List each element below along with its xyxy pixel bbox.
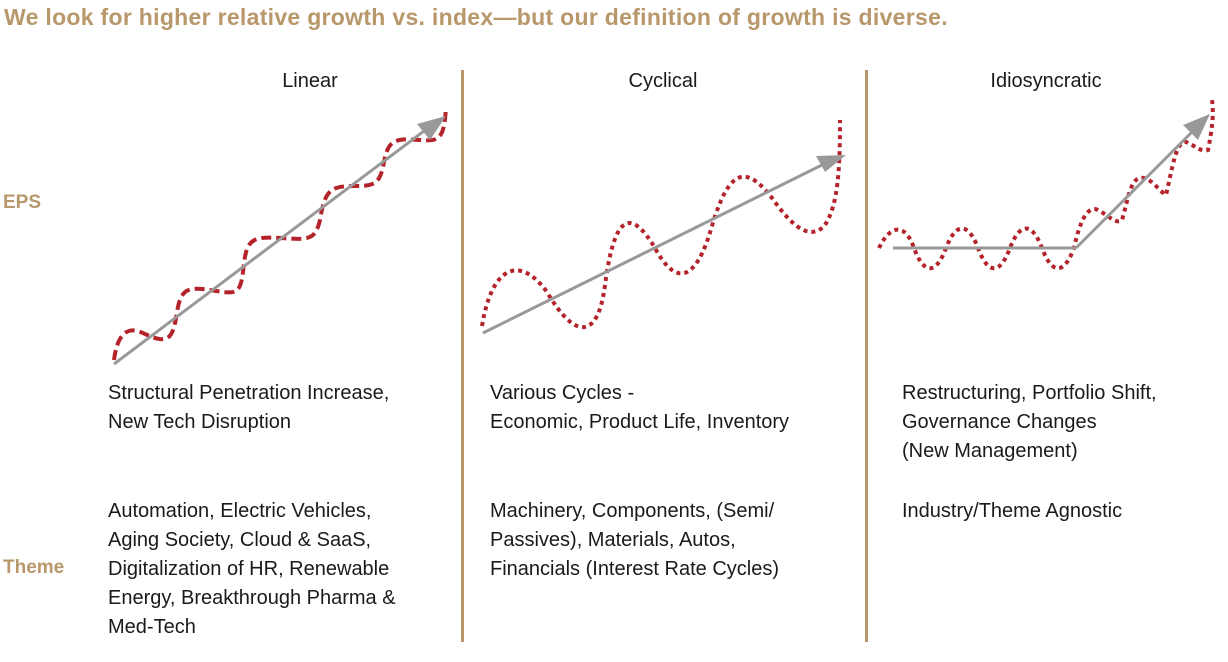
column-heading-idiosyncratic: Idiosyncratic xyxy=(990,70,1102,92)
column-heading-linear: Linear xyxy=(282,70,338,92)
idiosyncratic-themes: Industry/Theme Agnostic xyxy=(902,497,1122,526)
page-title: We look for higher relative growth vs. i… xyxy=(4,4,948,30)
row-label-theme: Theme xyxy=(3,557,65,578)
cyclical-driver-line: Various Cycles - xyxy=(490,382,635,404)
idiosyncratic-diagram xyxy=(877,99,1215,270)
cyclical-themes: Machinery, Components, (Semi/ Passives),… xyxy=(490,497,779,584)
cyclical-theme-line: Machinery, Components, (Semi/ xyxy=(490,500,775,522)
cyclical-theme-line: Passives), Materials, Autos, xyxy=(490,529,736,551)
linear-theme-line: Automation, Electric Vehicles, xyxy=(108,500,372,522)
cyclical-trend-arrowhead xyxy=(816,155,846,172)
idiosyncratic-theme-line: Industry/Theme Agnostic xyxy=(902,500,1123,522)
linear-theme-line: Aging Society, Cloud & SaaS, xyxy=(108,529,372,551)
linear-eps-curve xyxy=(112,107,448,361)
idiosyncratic-trend-arrowhead xyxy=(1183,114,1210,140)
linear-theme-line: Digitalization of HR, Renewable xyxy=(108,558,390,580)
linear-themes: Automation, Electric Vehicles, Aging Soc… xyxy=(108,497,396,642)
cyclical-diagram xyxy=(480,119,846,335)
column-divider xyxy=(865,70,868,642)
cyclical-driver-line: Economic, Product Life, Inventory xyxy=(490,411,790,433)
column-divider xyxy=(461,70,464,642)
linear-driver-line: Structural Penetration Increase, xyxy=(108,382,390,404)
cyclical-trend-line xyxy=(482,161,827,335)
cyclical-drivers: Various Cycles - Economic, Product Life,… xyxy=(490,379,789,437)
idiosyncratic-driver-line: Governance Changes xyxy=(902,411,1097,433)
idiosyncratic-drivers: Restructuring, Portfolio Shift, Governan… xyxy=(902,379,1157,466)
linear-trend-line xyxy=(113,126,429,366)
linear-drivers: Structural Penetration Increase, New Tec… xyxy=(108,379,389,437)
idiosyncratic-trend-line xyxy=(1074,128,1196,250)
linear-theme-line: Med-Tech xyxy=(108,616,196,638)
idiosyncratic-driver-line: Restructuring, Portfolio Shift, xyxy=(902,382,1157,404)
idiosyncratic-driver-line: (New Management) xyxy=(902,440,1078,462)
linear-driver-line: New Tech Disruption xyxy=(108,411,292,433)
column-heading-cyclical: Cyclical xyxy=(628,70,698,92)
linear-diagram xyxy=(112,107,448,366)
cyclical-theme-line: Financials (Interest Rate Cycles) xyxy=(490,558,779,580)
linear-theme-line: Energy, Breakthrough Pharma & xyxy=(108,587,396,609)
idiosyncratic-eps-curve xyxy=(877,99,1215,270)
linear-trend-arrowhead xyxy=(417,116,446,140)
row-label-eps: EPS xyxy=(3,192,42,213)
cyclical-eps-curve xyxy=(480,119,842,330)
